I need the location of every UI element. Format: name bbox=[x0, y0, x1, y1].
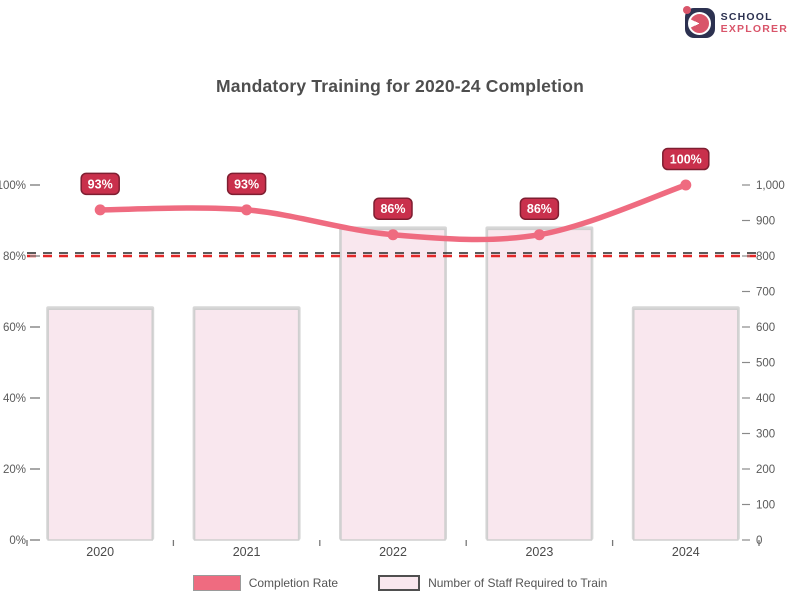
data-label-text: 86% bbox=[380, 202, 405, 216]
legend-label-completion-rate: Completion Rate bbox=[248, 576, 339, 590]
line-point-2023[interactable] bbox=[533, 229, 545, 241]
legend-swatch-bar bbox=[378, 575, 421, 591]
x-axis-label-2023: 2023 bbox=[525, 545, 553, 559]
line-point-2022[interactable] bbox=[387, 229, 399, 241]
left-axis-label: 80% bbox=[3, 251, 26, 263]
bar-2021[interactable] bbox=[193, 308, 300, 541]
bar-2020[interactable] bbox=[47, 308, 153, 541]
left-axis-label: 40% bbox=[3, 393, 26, 405]
bar-2023[interactable] bbox=[486, 228, 593, 541]
legend-swatch-line bbox=[192, 575, 241, 591]
left-axis-label: 60% bbox=[3, 322, 26, 334]
globe-icon bbox=[682, 6, 715, 38]
data-label-text: 100% bbox=[670, 153, 702, 167]
right-axis-label: 300 bbox=[756, 429, 775, 441]
logo-wordmark: SCHOOL EXPLORER bbox=[721, 11, 788, 35]
x-axis-label-2020: 2020 bbox=[86, 545, 114, 559]
left-axis-label: 100% bbox=[0, 180, 26, 192]
globe-glyph bbox=[688, 11, 712, 35]
right-axis-label: 100 bbox=[756, 500, 775, 512]
data-label-text: 93% bbox=[234, 177, 259, 191]
line-point-2020[interactable] bbox=[94, 204, 106, 216]
data-label-text: 93% bbox=[88, 177, 113, 191]
logo-accent-dot bbox=[682, 6, 691, 14]
right-axis-label: 500 bbox=[756, 358, 775, 370]
legend-item-completion-rate[interactable]: Completion Rate bbox=[192, 575, 339, 591]
line-point-2024[interactable] bbox=[680, 179, 692, 191]
combo-chart: 93% 93% 86% 86% 100% 100% 80% 60% 40% 20% 0% 1,000 9… bbox=[0, 120, 800, 580]
brand-logo: SCHOOL EXPLORER bbox=[682, 6, 788, 38]
left-axis-label: 20% bbox=[3, 464, 26, 476]
chart-title: Mandatory Training for 2020-24 Completio… bbox=[216, 76, 584, 96]
chart-canvas: 93% 93% 86% 86% 100% 100% 80% 60% 40% 20% 0% 1,000 9… bbox=[0, 147, 785, 559]
legend-label-staff-required: Number of Staff Required to Train bbox=[428, 576, 608, 590]
x-axis-label-2022: 2022 bbox=[379, 545, 407, 559]
right-axis-label: 600 bbox=[756, 322, 775, 334]
right-axis-label: 400 bbox=[756, 393, 775, 405]
logo-line2: EXPLORER bbox=[720, 23, 788, 35]
right-axis-label: 800 bbox=[756, 251, 775, 263]
x-axis-label-2024: 2024 bbox=[672, 545, 700, 559]
right-axis-label: 1,000 bbox=[756, 180, 785, 192]
data-label-badge bbox=[226, 172, 267, 196]
left-axis-label: 0% bbox=[9, 535, 26, 547]
right-axis-label: 700 bbox=[756, 287, 775, 299]
right-axis-label: 900 bbox=[756, 216, 775, 228]
bar-2024[interactable] bbox=[633, 308, 739, 541]
data-label-badge bbox=[373, 197, 413, 220]
right-axis-label: 200 bbox=[756, 464, 775, 476]
data-label-badge bbox=[80, 172, 120, 196]
logo-line1: SCHOOL bbox=[720, 10, 773, 23]
data-label-badge bbox=[662, 147, 710, 171]
x-axis-label-2021: 2021 bbox=[233, 545, 261, 559]
data-label-badge bbox=[519, 197, 560, 220]
data-label-text: 86% bbox=[527, 202, 552, 216]
line-point-2021[interactable] bbox=[241, 204, 253, 216]
chart-legend: Completion Rate Number of Staff Required… bbox=[0, 575, 800, 591]
legend-item-staff-required[interactable]: Number of Staff Required to Train bbox=[378, 575, 607, 591]
bar-2022[interactable] bbox=[340, 228, 446, 541]
